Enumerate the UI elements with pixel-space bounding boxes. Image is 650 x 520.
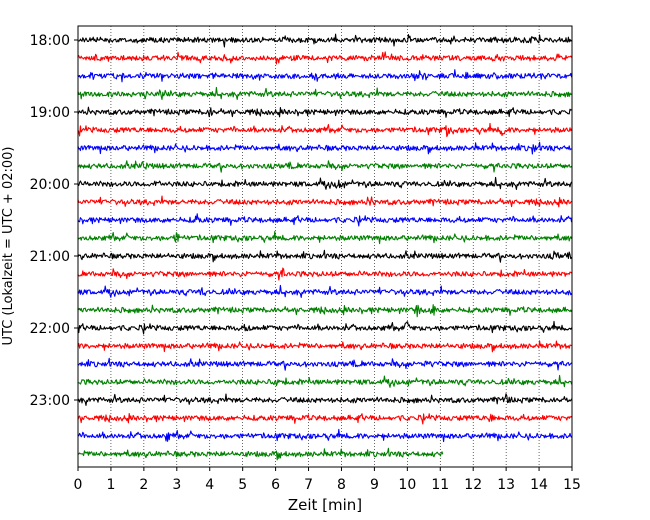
trace-2145: [77, 304, 573, 318]
x-tick-label: 9: [370, 477, 379, 493]
trace-1800: [77, 33, 573, 48]
trace-1830: [77, 69, 573, 83]
y-axis-label: UTC (Lokalzeit = UTC + 02:00): [1, 147, 16, 346]
y-tick-label: 20:00: [30, 177, 70, 193]
x-tick-label: 12: [464, 477, 482, 493]
trace-1930: [77, 141, 572, 155]
trace-2100: [77, 249, 573, 263]
x-tick-label: 10: [398, 477, 416, 493]
x-tick-label: 1: [106, 477, 115, 493]
plot-frame: [77, 25, 573, 468]
trace-rows: [77, 33, 573, 461]
trace-2345: [77, 447, 444, 461]
trace-2315: [77, 412, 573, 425]
y-tick-label: 19:00: [30, 105, 70, 121]
x-tick-label: 14: [530, 477, 548, 493]
trace-2130: [77, 284, 573, 298]
x-tick-label: 2: [139, 477, 148, 493]
y-tick-label: 22:00: [30, 321, 70, 337]
trace-2300: [77, 393, 573, 406]
x-tick-label: 5: [238, 477, 247, 493]
trace-2245: [77, 374, 573, 388]
y-tick-label: 23:00: [30, 393, 70, 409]
x-tick-label: 7: [304, 477, 313, 493]
x-tick-label: 8: [337, 477, 346, 493]
trace-1815: [77, 51, 573, 65]
x-tick-label: 13: [497, 477, 515, 493]
trace-2230: [77, 357, 573, 371]
trace-1900: [77, 106, 572, 118]
x-tick-label: 4: [205, 477, 214, 493]
x-tick-label: 3: [172, 477, 181, 493]
trace-2045: [77, 230, 573, 245]
y-tick-label: 21:00: [30, 249, 70, 265]
trace-2000: [77, 176, 573, 190]
y-tick-label: 18:00: [30, 33, 70, 49]
trace-1845: [77, 86, 573, 101]
trace-2330: [77, 428, 573, 443]
y-axis-ticks: 18:00 19:00 20:00 21:00 22:00 23:00: [30, 33, 78, 409]
trace-2200: [77, 320, 573, 335]
trace-1915: [77, 122, 573, 138]
x-tick-label: 0: [74, 477, 83, 493]
trace-2030: [77, 213, 573, 227]
trace-2115: [77, 267, 572, 281]
x-tick-label: 6: [271, 477, 280, 493]
x-axis-ticks: 0 1 2 3 4 5 6 7 8 9 10 11 12 13 14 15: [74, 467, 581, 493]
x-tick-label: 15: [563, 477, 581, 493]
trace-2215: [77, 340, 572, 353]
trace-1945: [77, 160, 572, 173]
x-axis-label: Zeit [min]: [288, 496, 362, 514]
trace-2015: [77, 195, 572, 208]
x-tick-label: 11: [431, 477, 449, 493]
